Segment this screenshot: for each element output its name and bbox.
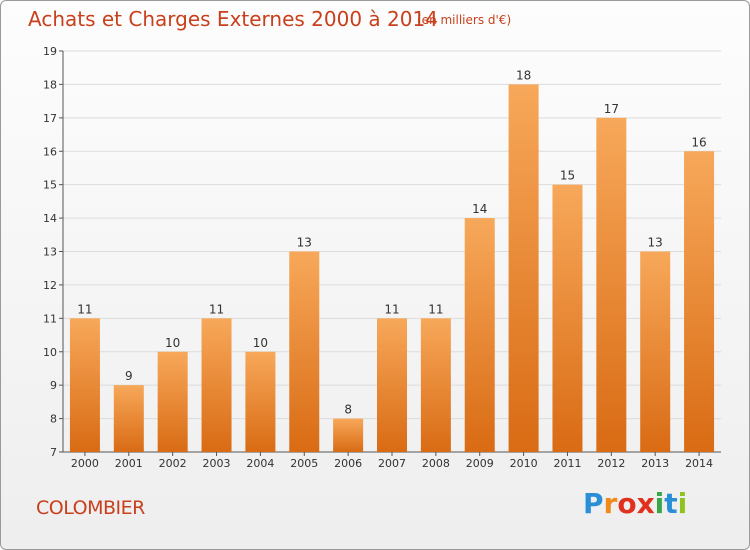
place-name: COLOMBIER: [36, 497, 145, 519]
x-tick-label: 2012: [597, 457, 625, 470]
bar: [113, 385, 144, 452]
x-tick-label: 2006: [334, 457, 362, 470]
logo-letter: o: [617, 487, 637, 520]
x-tick-label: 2001: [115, 457, 143, 470]
x-tick-label: 2009: [466, 457, 494, 470]
proxiti-logo: Proxiti: [583, 487, 687, 520]
bar: [552, 184, 583, 452]
x-tick-label: 2004: [246, 457, 274, 470]
data-label: 17: [604, 102, 619, 116]
x-tick-label: 2014: [685, 457, 713, 470]
y-tick-label: 14: [43, 212, 57, 225]
data-label: 13: [648, 236, 663, 250]
x-tick-labels: 2000 2001 2002 2003 2004 2005 2006 2007 2008 2009…: [71, 457, 713, 470]
x-tick-label: 2002: [159, 457, 187, 470]
y-tick-label: 17: [43, 112, 57, 125]
data-label: 11: [77, 302, 92, 316]
y-tick-label: 19: [43, 45, 57, 58]
bar: [464, 218, 495, 452]
x-tick-label: 2011: [553, 457, 581, 470]
data-label: 10: [165, 336, 180, 350]
chart-title: Achats et Charges Externes 2000 à 2014: [28, 7, 438, 31]
data-label: 13: [297, 236, 312, 250]
data-label: 11: [384, 302, 399, 316]
bar: [333, 418, 364, 452]
y-tick-label: 8: [50, 413, 57, 426]
y-tick-labels: 7 8 9 10 11 12 13 14 15 16 17 18 19: [43, 45, 57, 459]
y-tick-label: 13: [43, 246, 57, 259]
y-tick-label: 11: [43, 312, 57, 325]
data-label: 8: [344, 403, 352, 417]
y-tick-label: 12: [43, 279, 57, 292]
bar: [596, 117, 627, 452]
chart-subtitle: (en milliers d'€): [417, 13, 512, 27]
logo-letter: r: [603, 487, 618, 520]
data-label: 11: [209, 302, 224, 316]
y-tick-label: 10: [43, 346, 57, 359]
bar: [289, 251, 320, 452]
logo-letter: i: [654, 487, 665, 520]
x-tick-label: 2007: [378, 457, 406, 470]
y-tick-label: 16: [43, 145, 57, 158]
bar: [684, 151, 715, 452]
bar: [69, 318, 100, 452]
logo-letter: P: [583, 487, 604, 520]
x-tick-label: 2010: [510, 457, 538, 470]
data-label: 14: [472, 202, 487, 216]
y-tick-label: 15: [43, 179, 57, 192]
logo-letter: t: [664, 487, 678, 520]
x-tick-label: 2008: [422, 457, 450, 470]
bar: [640, 251, 671, 452]
bar: [377, 318, 407, 452]
bar: [245, 351, 276, 452]
x-tick-label: 2000: [71, 457, 99, 470]
data-label: 10: [253, 336, 268, 350]
y-tick-label: 18: [43, 78, 57, 91]
data-label: 9: [125, 369, 133, 383]
data-label: 16: [691, 135, 706, 149]
bar: [201, 318, 232, 452]
y-tick-label: 7: [50, 446, 57, 459]
bars: [69, 84, 715, 453]
y-tick-label: 9: [50, 379, 57, 392]
bar: [420, 318, 451, 452]
logo-letter: x: [636, 487, 655, 520]
x-tick-label: 2013: [641, 457, 669, 470]
data-labels: 11 9 10 11 10 13 8 11 11 14 18 15 17 13 16: [77, 68, 706, 416]
logo-letter: i: [677, 487, 688, 520]
x-tick-label: 2003: [203, 457, 231, 470]
bar: [508, 84, 539, 453]
data-label: 11: [428, 302, 443, 316]
data-label: 18: [516, 68, 531, 82]
data-label: 15: [560, 169, 575, 183]
bar: [157, 351, 188, 452]
x-tick-label: 2005: [290, 457, 318, 470]
